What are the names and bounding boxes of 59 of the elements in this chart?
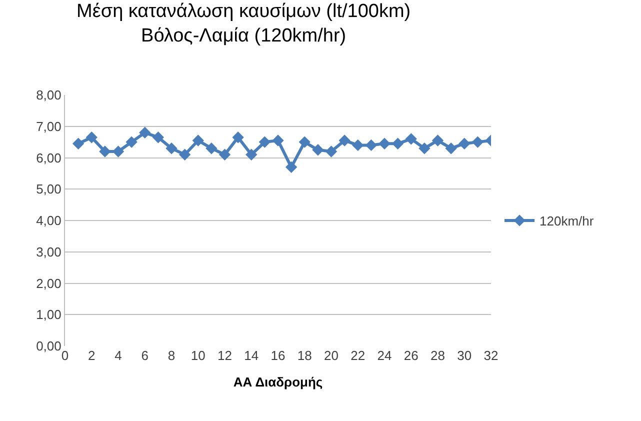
y-tick-label: 3,00 bbox=[36, 244, 62, 260]
point bbox=[312, 144, 324, 156]
point bbox=[445, 142, 457, 154]
point bbox=[218, 148, 231, 160]
y-tick-label: 7,00 bbox=[36, 118, 62, 134]
x-tick-label: 20 bbox=[324, 348, 338, 363]
x-tick-label: 26 bbox=[404, 348, 418, 363]
point bbox=[99, 146, 111, 158]
point bbox=[458, 138, 470, 150]
x-tick-label: 12 bbox=[218, 348, 232, 363]
point bbox=[246, 148, 258, 160]
x-tick-label: 4 bbox=[114, 348, 122, 363]
point bbox=[272, 134, 284, 146]
x-tick-label: 0 bbox=[61, 348, 69, 363]
y-tick-label: 0,00 bbox=[36, 338, 62, 354]
point bbox=[378, 138, 390, 150]
point bbox=[206, 142, 218, 154]
point bbox=[472, 136, 484, 148]
x-tick-label: 16 bbox=[270, 348, 286, 363]
x-tick-label: 6 bbox=[141, 348, 148, 363]
y-tick-label: 4,00 bbox=[36, 213, 62, 228]
point bbox=[258, 136, 271, 148]
point bbox=[298, 136, 310, 148]
point bbox=[392, 138, 404, 150]
x-axis-title: ΑΑ Διαδρομής bbox=[233, 374, 323, 390]
x-tick-label: 24 bbox=[377, 348, 392, 363]
point bbox=[166, 142, 178, 154]
chart-title: Μέση κατανάλωση καυσίμων (lt/100km) Βόλος-Λαμία (120km/hr) bbox=[76, 0, 411, 47]
point bbox=[86, 132, 98, 144]
x-tick-label: 32 bbox=[484, 348, 498, 363]
point bbox=[338, 134, 350, 146]
x-tick-label: 8 bbox=[168, 348, 176, 363]
point bbox=[432, 134, 444, 146]
x-tick-label: 30 bbox=[457, 348, 472, 363]
point bbox=[178, 148, 191, 160]
legend-label: 120km/hr bbox=[540, 214, 594, 229]
point bbox=[325, 146, 338, 158]
y-tick-label: 6,00 bbox=[36, 150, 62, 166]
point bbox=[72, 138, 84, 150]
point bbox=[352, 139, 364, 152]
y-tick-label: 5,00 bbox=[36, 182, 62, 197]
point bbox=[418, 142, 430, 154]
point bbox=[405, 133, 417, 145]
x-tick-label: 10 bbox=[190, 348, 206, 363]
point bbox=[232, 132, 244, 144]
x-tick-label: 2 bbox=[88, 348, 96, 363]
x-tick-label: 18 bbox=[297, 348, 312, 363]
point bbox=[285, 161, 298, 174]
y-tick-label: 2,00 bbox=[36, 276, 62, 291]
x-tick-label: 22 bbox=[350, 348, 366, 363]
point bbox=[139, 126, 151, 138]
x-tick-label: 28 bbox=[430, 348, 445, 363]
point bbox=[365, 139, 378, 152]
point bbox=[152, 132, 164, 144]
y-tick-label: 1,00 bbox=[36, 307, 62, 322]
point bbox=[192, 134, 204, 146]
point bbox=[126, 136, 138, 148]
y-tick-label: 8,00 bbox=[36, 88, 62, 103]
x-tick-label: 14 bbox=[244, 348, 259, 363]
